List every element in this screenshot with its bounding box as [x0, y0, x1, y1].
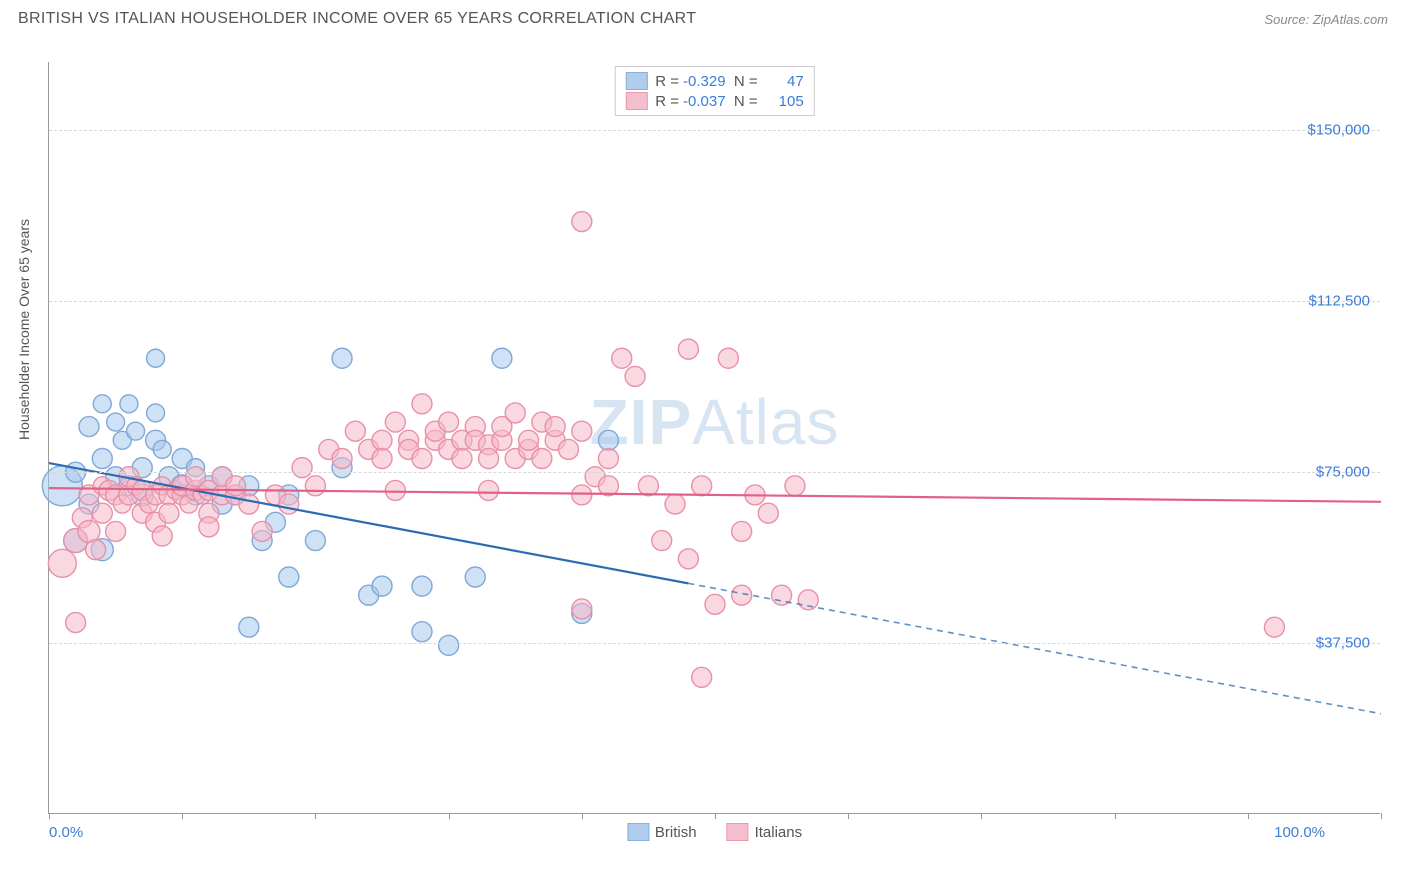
series-swatch-british: [627, 823, 649, 841]
chart-title: BRITISH VS ITALIAN HOUSEHOLDER INCOME OV…: [18, 10, 696, 28]
legend-row-british: R =-0.329 N =47: [625, 71, 803, 91]
y-axis-title: Householder Income Over 65 years: [16, 219, 32, 440]
y-tick-label: $150,000: [1307, 122, 1370, 139]
title-bar: BRITISH VS ITALIAN HOUSEHOLDER INCOME OV…: [0, 0, 1406, 34]
source-label: Source: ZipAtlas.com: [1264, 12, 1388, 27]
x-axis-min-label: 0.0%: [49, 824, 83, 841]
scatter-svg: [49, 62, 1380, 813]
series-legend-british: British: [627, 823, 697, 841]
x-axis-max-label: 100.0%: [1274, 824, 1325, 841]
chart-plot-area: ZIPAtlas R =-0.329 N =47 R =-0.037 N =10…: [48, 62, 1380, 814]
y-tick-label: $112,500: [1309, 293, 1370, 310]
legend-swatch-italians: [625, 92, 647, 110]
legend-row-italians: R =-0.037 N =105: [625, 91, 803, 111]
series-legend: British Italians: [627, 823, 802, 841]
y-tick-label: $75,000: [1316, 464, 1370, 481]
legend-swatch-british: [625, 72, 647, 90]
series-swatch-italians: [727, 823, 749, 841]
correlation-legend: R =-0.329 N =47 R =-0.037 N =105: [614, 66, 814, 116]
series-legend-italians: Italians: [727, 823, 803, 841]
y-tick-label: $37,500: [1316, 635, 1370, 652]
